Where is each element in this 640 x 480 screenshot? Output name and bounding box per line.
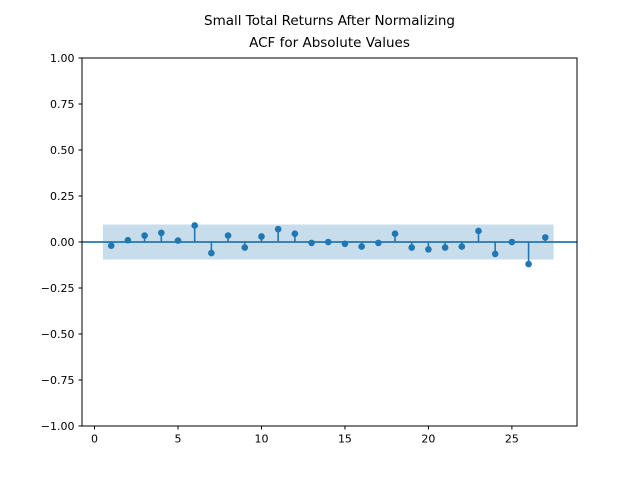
marker-lag-24 bbox=[491, 250, 499, 258]
y-tick-label-0.75: 0.75 bbox=[50, 98, 75, 111]
x-tick-label-15: 15 bbox=[338, 433, 352, 446]
marker-lag-4 bbox=[158, 229, 165, 237]
marker-lag-10 bbox=[258, 233, 265, 240]
marker-lag-25 bbox=[508, 238, 516, 246]
x-tick-label-25: 25 bbox=[505, 433, 519, 446]
marker-lag-21 bbox=[441, 244, 449, 251]
marker-lag-18 bbox=[391, 230, 399, 238]
y-tick-label--0.75: −0.75 bbox=[41, 374, 75, 387]
marker-lag-6 bbox=[191, 222, 198, 229]
chart-title-line2: ACF for Absolute Values bbox=[249, 35, 410, 51]
x-tick-label-20: 20 bbox=[421, 433, 435, 446]
y-tick-label-0.5: 0.50 bbox=[50, 144, 75, 157]
marker-lag-2 bbox=[124, 236, 132, 244]
marker-lag-9 bbox=[241, 244, 249, 251]
y-tick-label--0.5: −0.50 bbox=[41, 328, 75, 341]
marker-lag-19 bbox=[408, 244, 416, 251]
chart-title: Small Total Returns After Normalizing ACF… bbox=[82, 10, 577, 54]
y-tick-label--1: −1.00 bbox=[41, 420, 75, 433]
marker-lag-27 bbox=[541, 234, 549, 241]
y-tick-label--0.25: −0.25 bbox=[41, 282, 75, 295]
y-tick-label-0: 0.00 bbox=[50, 236, 75, 249]
marker-lag-22 bbox=[458, 243, 466, 250]
marker-lag-16 bbox=[358, 243, 365, 250]
chart-title-line1: Small Total Returns After Normalizing bbox=[204, 13, 455, 29]
marker-lag-13 bbox=[308, 239, 315, 247]
marker-lag-1 bbox=[107, 242, 115, 249]
marker-lag-3 bbox=[141, 232, 148, 239]
marker-lag-20 bbox=[425, 246, 432, 253]
marker-lag-5 bbox=[174, 237, 182, 244]
y-tick-label-1: 1.00 bbox=[50, 52, 75, 65]
marker-lag-17 bbox=[375, 239, 382, 247]
marker-lag-7 bbox=[208, 249, 215, 257]
marker-lag-14 bbox=[324, 238, 332, 246]
x-tick-label-0: 0 bbox=[91, 433, 98, 446]
marker-lag-26 bbox=[525, 260, 532, 268]
marker-lag-15 bbox=[341, 240, 349, 248]
marker-lag-11 bbox=[274, 225, 282, 233]
x-tick-label-10: 10 bbox=[254, 433, 268, 446]
marker-lag-23 bbox=[475, 227, 482, 235]
x-tick-label-5: 5 bbox=[174, 433, 181, 446]
y-tick-label-0.25: 0.25 bbox=[50, 190, 75, 203]
marker-lag-8 bbox=[224, 232, 232, 239]
marker-lag-12 bbox=[291, 230, 299, 238]
